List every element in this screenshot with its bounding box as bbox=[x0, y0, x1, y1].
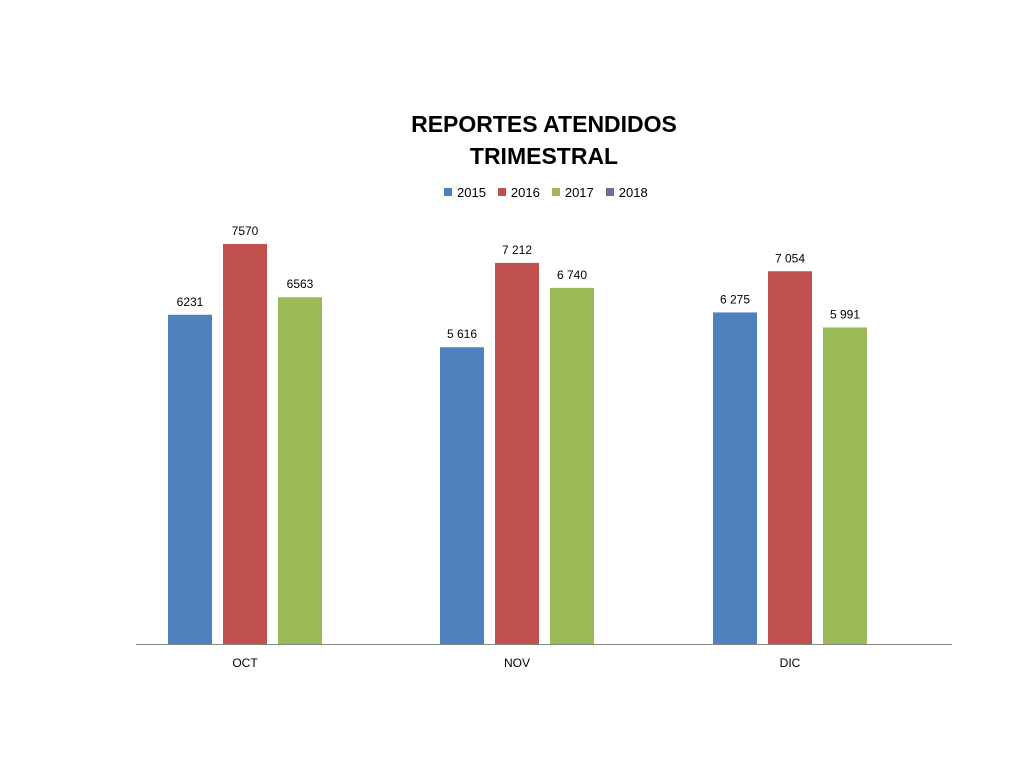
bar-dic-2016 bbox=[768, 271, 812, 644]
chart-title: REPORTES ATENDIDOS TRIMESTRAL bbox=[0, 108, 1024, 172]
legend-item-2018: 2018 bbox=[605, 184, 648, 200]
data-label-oct-2015: 6231 bbox=[177, 295, 204, 309]
data-label-dic-2016: 7 054 bbox=[775, 251, 805, 265]
legend-swatch-2016 bbox=[497, 188, 506, 196]
category-label-nov: NOV bbox=[504, 656, 530, 670]
legend-item-2017: 2017 bbox=[551, 184, 594, 200]
bar-nov-2015 bbox=[440, 347, 484, 644]
bar-oct-2015 bbox=[168, 314, 212, 644]
legend-swatch-2015 bbox=[444, 188, 452, 196]
legend-swatch-2017 bbox=[551, 188, 560, 196]
data-label-nov-2017: 6 740 bbox=[557, 268, 587, 282]
bar-nov-2016 bbox=[495, 262, 539, 644]
data-label-nov-2015: 5 616 bbox=[447, 327, 477, 341]
bar-oct-2016 bbox=[223, 244, 267, 644]
legend-label-2015: 2015 bbox=[457, 184, 486, 200]
category-label-oct: OCT bbox=[232, 656, 258, 670]
bar-nov-2017 bbox=[550, 287, 594, 644]
chart-title-line-2: TRIMESTRAL bbox=[469, 143, 619, 169]
chart-title-line-1: REPORTES ATENDIDOS bbox=[411, 111, 677, 137]
legend-swatch-2018 bbox=[605, 188, 614, 196]
legend-label-2017: 2017 bbox=[564, 184, 594, 200]
data-label-oct-2017: 6563 bbox=[287, 277, 314, 291]
data-label-nov-2016: 7 212 bbox=[502, 243, 532, 257]
data-label-oct-2016: 7570 bbox=[232, 224, 259, 238]
data-label-dic-2015: 6 275 bbox=[720, 292, 750, 306]
chart-legend: 2015 2016 2017 2018 bbox=[444, 184, 660, 200]
legend-item-2015: 2015 bbox=[444, 185, 486, 200]
legend-label-2018: 2018 bbox=[618, 184, 648, 200]
category-label-dic: DIC bbox=[780, 656, 801, 670]
legend-item-2016: 2016 bbox=[497, 184, 540, 200]
data-label-dic-2017: 5 991 bbox=[830, 307, 860, 321]
bar-dic-2015 bbox=[713, 312, 757, 644]
legend-label-2016: 2016 bbox=[510, 184, 540, 200]
bar-oct-2017 bbox=[278, 297, 322, 644]
bar-dic-2017 bbox=[823, 327, 867, 644]
